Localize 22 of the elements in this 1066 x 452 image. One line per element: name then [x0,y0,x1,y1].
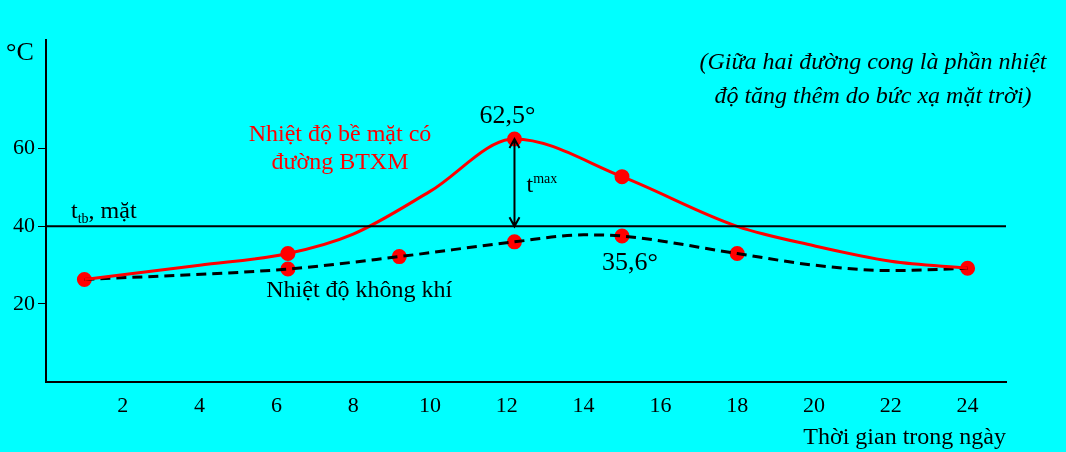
annotation: 62,5° [479,99,536,129]
x-tick-label: 12 [495,391,518,417]
annotation: (Giữa hai đường cong là phần nhiệt độ tăng thêm do bức xạ mặt trời) [684,40,1062,116]
series-label: Nhiệt độ không khí [266,275,453,302]
x-tick-label: 16 [649,391,672,417]
x-tick-label: 10 [419,391,441,417]
y-tick-label: 20 [13,289,35,315]
y-tick-label: 40 [13,212,35,238]
x-tick-label: 4 [194,391,206,417]
y-tick-label: 60 [13,134,35,160]
x-tick-label: 2 [117,391,129,417]
x-tick-label: 24 [956,391,979,417]
x-axis-title: Thời gian trong ngày [803,423,1006,449]
x-tick-label: 8 [347,391,359,417]
annotation: 35,6° [602,247,658,277]
y-axis-title: °C [6,37,34,66]
series-label: Nhiệt độ bề mặt có đường BTXM [248,120,432,175]
x-tick-label: 22 [879,391,902,417]
x-tick-label: 18 [726,391,749,417]
x-tick-label: 14 [572,391,595,417]
x-tick-label: 6 [270,391,282,417]
x-tick-label: 20 [803,391,825,417]
